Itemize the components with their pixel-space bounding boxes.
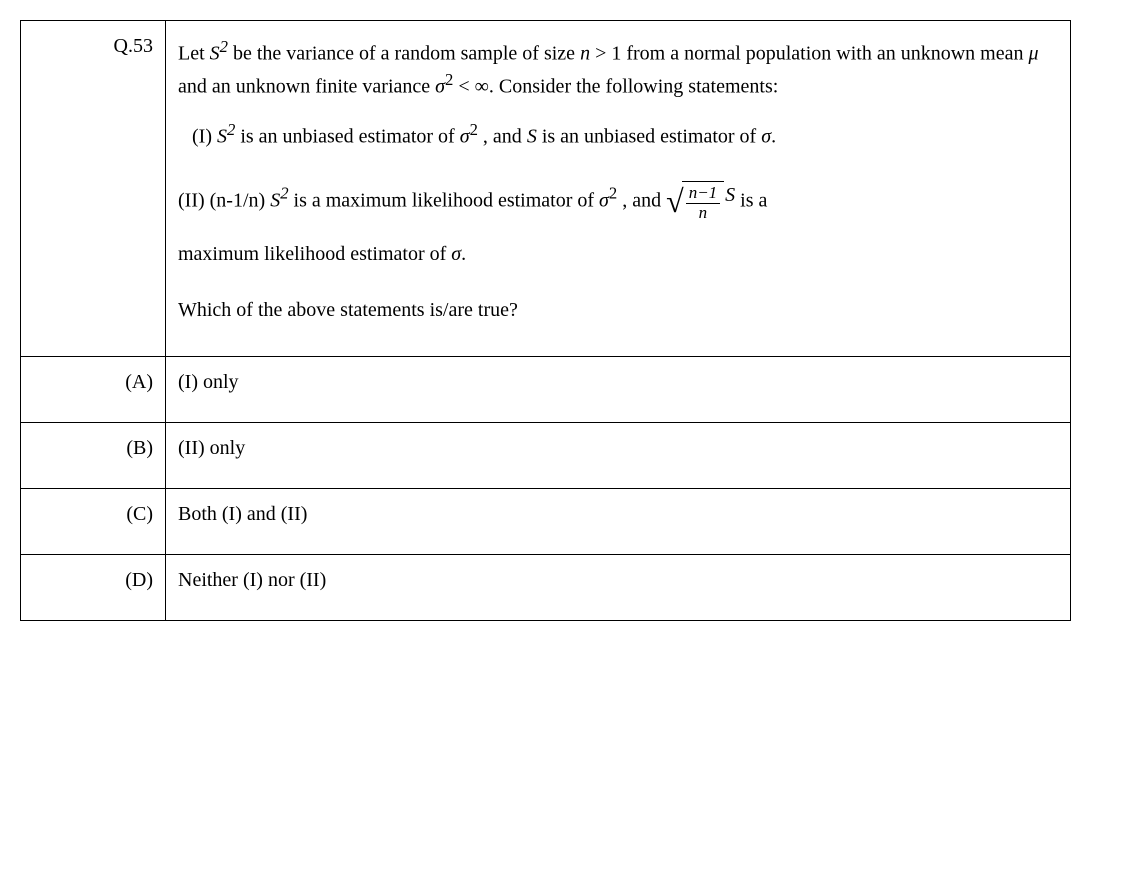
option-row: (C) Both (I) and (II) [21,489,1071,555]
option-label: (A) [125,371,153,393]
var-s: S [527,126,537,148]
var-sigma: σ [599,189,609,211]
sup-2: 2 [470,120,478,139]
option-text: Neither (I) nor (II) [178,569,326,591]
var-sigma: σ [451,243,461,265]
frac-numerator: n−1 [686,184,720,204]
option-label: (D) [125,569,153,591]
question-row: Q.53 Let S2 be the variance of a random … [21,21,1071,357]
text: > 1 from a normal population with an unk… [590,43,1028,65]
var-mu: μ [1028,43,1038,65]
text: is a [735,189,767,211]
statement-2-line2: maximum likelihood estimator of σ. [178,240,1058,268]
question-intro: Let S2 be the variance of a random sampl… [178,35,1058,100]
text: Let [178,43,210,65]
text: Which of the above statements is/are tru… [178,299,518,321]
option-label-cell: (B) [21,423,166,489]
sqrt-expression: √n−1nS [666,181,735,222]
option-row: (D) Neither (I) nor (II) [21,555,1071,621]
text: . [771,126,776,148]
text: (I) [192,126,217,148]
sup-2: 2 [609,184,617,203]
option-text-cell: (II) only [166,423,1071,489]
option-row: (B) (II) only [21,423,1071,489]
var-s: S [217,126,227,148]
option-label: (B) [126,437,153,459]
var-sigma: σ [460,126,470,148]
option-text-cell: Neither (I) nor (II) [166,555,1071,621]
option-text-cell: Both (I) and (II) [166,489,1071,555]
text: is an unbiased estimator of [537,126,761,148]
text: be the variance of a random sample of si… [228,43,580,65]
text: , and [478,126,527,148]
statement-2-line1: (II) (n-1/n) S2 is a maximum likelihood … [178,181,1058,222]
sup-2: 2 [280,184,288,203]
text: and an unknown finite variance [178,75,435,97]
text: is an unbiased estimator of [235,126,459,148]
text: , and [617,189,666,211]
option-text: (II) only [178,437,245,459]
var-sigma: σ [435,75,445,97]
text: is a maximum likelihood estimator of [289,189,600,211]
var-sigma: σ [761,126,771,148]
text: < ∞. Consider the following statements: [453,75,778,97]
radical-icon: √ [666,185,684,217]
text: . [461,243,466,265]
under-root: n−1n [682,181,724,222]
option-label-cell: (C) [21,489,166,555]
frac-denominator: n [686,204,720,223]
option-label: (C) [126,503,153,525]
question-body-cell: Let S2 be the variance of a random sampl… [166,21,1071,357]
option-row: (A) (I) only [21,357,1071,423]
var-s: S [270,189,280,211]
option-label-cell: (D) [21,555,166,621]
option-text: Both (I) and (II) [178,503,307,525]
var-s: S [210,43,220,65]
option-label-cell: (A) [21,357,166,423]
question-number: Q.53 [114,35,153,57]
var-s: S [724,185,735,205]
fraction: n−1n [686,184,720,222]
sup-2: 2 [220,37,228,56]
text: maximum likelihood estimator of [178,243,451,265]
question-number-cell: Q.53 [21,21,166,357]
question-prompt: Which of the above statements is/are tru… [178,296,1058,324]
option-text-cell: (I) only [166,357,1071,423]
var-n: n [580,43,590,65]
option-text: (I) only [178,371,239,393]
text: (II) (n-1/n) [178,189,270,211]
question-table: Q.53 Let S2 be the variance of a random … [20,20,1071,621]
statement-1: (I) S2 is an unbiased estimator of σ2 , … [178,118,1058,151]
